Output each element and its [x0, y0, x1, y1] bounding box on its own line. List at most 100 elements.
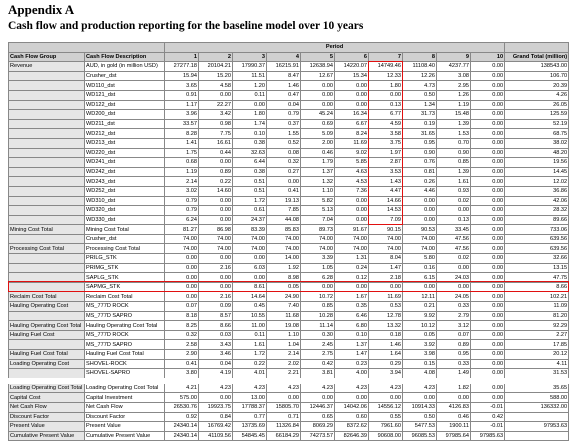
- value-cell: 2.21: [266, 368, 301, 382]
- value-cell: 0.00: [334, 281, 369, 293]
- value-cell: 22.27: [198, 99, 233, 111]
- value-cell: 3.43: [198, 339, 233, 350]
- value-cell: 0.50: [402, 89, 437, 101]
- description-cell: WD320_dst: [84, 205, 165, 216]
- value-cell: 13735.69: [232, 421, 267, 432]
- value-cell: 0.10: [232, 128, 267, 139]
- value-cell: 0.00: [469, 166, 506, 178]
- group-cell: Mining Cost Total: [8, 224, 85, 235]
- value-cell: 32.63: [232, 147, 267, 159]
- value-cell: 0.00: [164, 253, 199, 264]
- value-cell: 0.00: [198, 392, 233, 403]
- value-cell: [504, 430, 570, 441]
- table-row: WD310_dst 0.79 0.00 1.72 19.13 5.82 0.00 14.66 0…: [8, 195, 570, 207]
- value-cell: 1.46: [368, 339, 403, 350]
- value-cell: 1.26: [436, 89, 471, 101]
- value-cell: 11108.40: [402, 61, 437, 72]
- table-row: Loading Operating Cost Total Loading Oper…: [8, 380, 570, 394]
- value-cell: 0.02: [436, 195, 471, 207]
- value-cell: 90.53: [402, 224, 437, 235]
- value-cell: 0.32: [266, 157, 301, 168]
- value-cell: 8.04: [368, 253, 403, 264]
- description-cell: Capital Investment: [84, 392, 165, 403]
- value-cell: 4.19: [198, 368, 233, 382]
- value-cell: 26530.76: [164, 401, 199, 413]
- value-cell: 1.17: [164, 99, 199, 111]
- value-cell: 733.06: [504, 224, 570, 235]
- value-cell: 0.00: [266, 176, 301, 187]
- value-cell: 2.87: [368, 157, 403, 168]
- value-cell: 0.00: [368, 392, 403, 403]
- group-cell: [8, 253, 85, 264]
- value-cell: 14.60: [198, 185, 233, 197]
- value-cell: 3.65: [164, 80, 199, 91]
- value-cell: 81.20: [504, 310, 570, 322]
- value-cell: 14.53: [368, 205, 403, 216]
- value-cell: 0.00: [334, 205, 369, 216]
- value-cell: 47.56: [436, 233, 471, 245]
- group-cell: [8, 195, 85, 207]
- description-cell: Present Value: [84, 421, 165, 432]
- value-cell: 35.65: [504, 380, 570, 394]
- value-cell: 0.69: [300, 118, 335, 130]
- value-cell: 4237.77: [436, 61, 471, 72]
- value-cell: 0.00: [469, 358, 506, 370]
- description-cell: SHOVEL-ROCK: [84, 358, 165, 370]
- value-cell: 27277.18: [164, 61, 199, 72]
- value-cell: 0.51: [232, 176, 267, 187]
- group-cell: [8, 89, 85, 101]
- value-cell: 0.08: [266, 147, 301, 159]
- value-cell: 16769.42: [198, 421, 233, 432]
- group-cell: Hauling Fuel Cost: [8, 329, 85, 341]
- group-cell: Capital Cost: [8, 392, 85, 403]
- table-row: WD320_dst 0.79 0.00 0.61 7.85 5.13 0.00 14.53 0.…: [8, 205, 570, 216]
- value-cell: 0.46: [300, 147, 335, 159]
- value-cell: 0.92: [164, 411, 199, 423]
- value-cell: 1.43: [368, 176, 403, 187]
- value-cell: 17.85: [504, 339, 570, 350]
- value-cell: 0.33: [436, 358, 471, 370]
- cash-flow-table: Period Cash Flow Group Cash Flow Descripti…: [8, 42, 570, 441]
- value-cell: 0.00: [469, 392, 506, 403]
- value-cell: 0.00: [198, 89, 233, 101]
- value-cell: 17788.37: [232, 401, 267, 413]
- value-cell: 0.00: [469, 214, 506, 226]
- value-cell: 6.44: [232, 157, 267, 168]
- value-cell: 2.95: [436, 80, 471, 91]
- value-cell: 19.13: [266, 195, 301, 207]
- value-cell: 0.00: [469, 118, 506, 130]
- value-cell: 6.80: [334, 320, 369, 331]
- value-cell: 0.65: [300, 411, 335, 423]
- description-cell: WD121_dst: [84, 89, 165, 101]
- description-cell: WD110_dst: [84, 80, 165, 91]
- header-row: Cash Flow Group Cash Flow Description 1 2 3 4…: [8, 51, 570, 63]
- value-cell: 36.86: [504, 185, 570, 197]
- value-cell: 7.09: [368, 214, 403, 226]
- group-cell: [8, 272, 85, 283]
- value-cell: 0.00: [469, 310, 506, 322]
- value-cell: 0.13: [368, 99, 403, 111]
- value-cell: 0.51: [232, 185, 267, 197]
- value-cell: 0.27: [266, 166, 301, 178]
- value-cell: 0.26: [402, 176, 437, 187]
- value-cell: 0.24: [334, 262, 369, 274]
- description-cell: Mining Cost Total: [84, 224, 165, 235]
- value-cell: 0.00: [469, 224, 506, 235]
- value-cell: 1.61: [436, 176, 471, 187]
- value-cell: 20.39: [504, 80, 570, 91]
- value-cell: 31.53: [504, 368, 570, 382]
- value-cell: 74.00: [334, 243, 369, 255]
- value-cell: 0.60: [334, 411, 369, 423]
- description-cell: Cumulative Present Value: [84, 430, 165, 441]
- value-cell: 7.85: [266, 205, 301, 216]
- value-cell: 74.00: [164, 243, 199, 255]
- table-row: Capital Cost Capital Investment 575.00 0.00…: [8, 392, 570, 403]
- value-cell: 0.53: [368, 301, 403, 312]
- value-cell: 26.05: [504, 99, 570, 111]
- table-row: Reclaim Cost Total Reclaim Cost Total 0.00…: [8, 291, 570, 303]
- value-cell: 0.89: [436, 339, 471, 350]
- description-cell: Net Cash Flow: [84, 401, 165, 413]
- value-cell: 33.57: [164, 118, 199, 130]
- value-cell: 5.82: [300, 195, 335, 207]
